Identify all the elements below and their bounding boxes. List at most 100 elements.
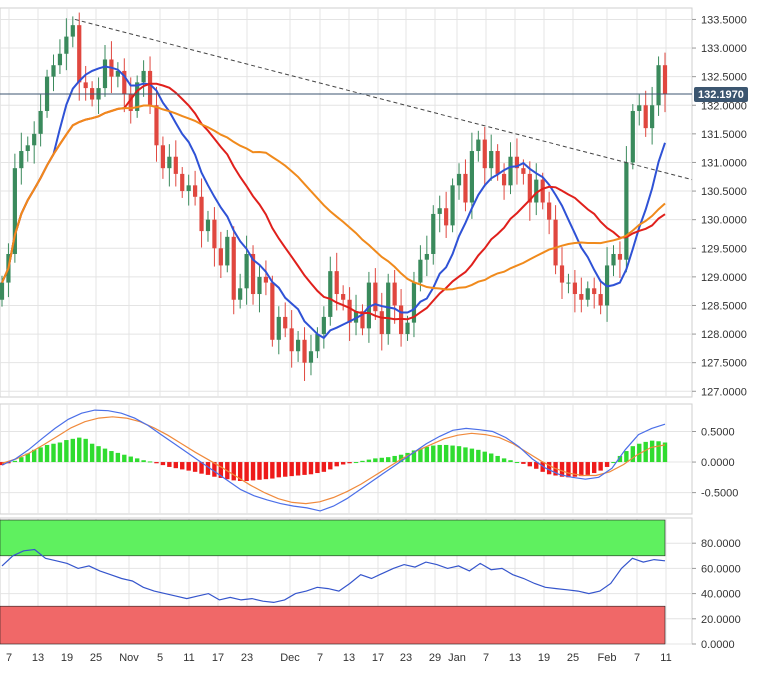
candle-body [662, 65, 668, 94]
macd-histogram-bar [630, 446, 636, 463]
x-tick-label: Feb [598, 652, 617, 664]
candle-body [180, 173, 185, 192]
x-tick-label: 11 [183, 652, 194, 664]
y-tick-label: 128.0000 [701, 329, 747, 341]
candle-body [302, 339, 307, 363]
candle-body [534, 179, 539, 203]
macd-histogram-bar [418, 448, 423, 463]
y-tick-label: 40.0000 [701, 589, 741, 601]
macd-histogram-bar [637, 443, 642, 463]
trend-line [74, 18, 693, 181]
candle-body [263, 276, 269, 283]
macd-histogram-bar [411, 450, 417, 463]
macd-histogram-bar [244, 462, 249, 481]
x-tick-label: 7 [634, 652, 640, 664]
macd-histogram-bar [51, 443, 56, 463]
candle-body [289, 328, 294, 352]
candle-body [12, 168, 17, 254]
price-panel [0, 12, 693, 381]
candle-body [469, 151, 474, 203]
candle-body [283, 316, 288, 329]
macd-histogram-bar [154, 462, 159, 464]
y-tick-label: 127.0000 [701, 386, 747, 398]
macd-histogram-bar [534, 462, 539, 469]
macd-histogram-bar [431, 445, 436, 463]
candle-body [444, 208, 449, 226]
macd-histogram-bar [476, 449, 481, 463]
candle-body [643, 105, 648, 129]
candle-body [579, 294, 584, 300]
y-tick-label: -0.5000 [701, 488, 738, 500]
macd-histogram-bar [19, 457, 24, 463]
macd-histogram-bar [598, 462, 603, 471]
candle-body [373, 282, 378, 312]
candle-body [405, 322, 410, 335]
macd-histogram-bar [270, 462, 275, 479]
candle-body [64, 36, 69, 54]
candle-body [276, 316, 281, 340]
candle-body [77, 25, 82, 83]
macd-histogram-bar [443, 444, 449, 463]
candle-body [38, 110, 43, 134]
y-tick-label: 132.5000 [701, 72, 747, 84]
candle-body [160, 145, 166, 169]
macd-histogram-bar [624, 451, 629, 463]
macd-histogram-bar [463, 447, 468, 463]
candle-body [341, 294, 346, 300]
candle-body [566, 282, 571, 284]
candle-body [611, 253, 616, 266]
candle-body [115, 70, 120, 77]
candle-body [476, 139, 481, 152]
macd-histogram-bar [315, 462, 320, 474]
x-tick-label: 23 [241, 652, 253, 664]
y-tick-label: 133.0000 [701, 43, 747, 55]
candle-body [456, 173, 462, 186]
candle-body [0, 282, 5, 300]
macd-histogram-bar [360, 460, 365, 463]
macd-histogram-bar [283, 462, 288, 477]
candle-body [167, 156, 172, 169]
macd-histogram-bar [527, 462, 533, 467]
macd-histogram-bar [373, 458, 378, 463]
macd-histogram-bar [611, 462, 616, 464]
macd-histogram-bar [559, 462, 565, 477]
macd-histogram-bar [64, 440, 69, 463]
candle-body [617, 253, 623, 260]
macd-histogram-bar [192, 462, 198, 472]
macd-histogram-bar [70, 438, 76, 463]
macd-histogram-bar [649, 440, 655, 463]
candle-body [218, 248, 223, 266]
price-frame [0, 7, 693, 398]
macd-histogram-bar [521, 462, 526, 464]
candle-body [102, 59, 108, 89]
candle-body [585, 288, 590, 300]
macd-line [1, 409, 666, 512]
macd-histogram-bar [180, 462, 185, 470]
candle-body [418, 259, 423, 283]
candle-body [572, 282, 577, 295]
macd-histogram-bar [25, 453, 30, 463]
candle-body [295, 339, 301, 352]
macd-histogram-bar [540, 462, 545, 472]
macd-histogram-bar [308, 462, 314, 475]
candle-body [482, 139, 487, 169]
candle-body [328, 271, 333, 317]
rsi-line [1, 548, 666, 604]
macd-histogram-bar [109, 451, 114, 463]
candle-body [437, 208, 442, 214]
x-tick-label: 29 [429, 652, 441, 664]
macd-histogram-bar [96, 446, 101, 463]
candle-body [630, 110, 635, 163]
axes: 133.5000 133.0000 132.5000 132.0000 131.5000… [6, 14, 748, 664]
candle-body [225, 236, 230, 266]
candle-body [19, 151, 24, 169]
candle-body [308, 351, 314, 363]
macd-histogram-bar [237, 462, 243, 481]
candle-body [51, 65, 56, 77]
candle-body [315, 334, 320, 352]
macd-histogram-bar [134, 458, 140, 463]
y-tick-label: 130.5000 [701, 186, 747, 198]
macd-histogram-bar [424, 446, 430, 463]
x-tick-label: 25 [567, 652, 579, 664]
candle-body [431, 213, 436, 254]
